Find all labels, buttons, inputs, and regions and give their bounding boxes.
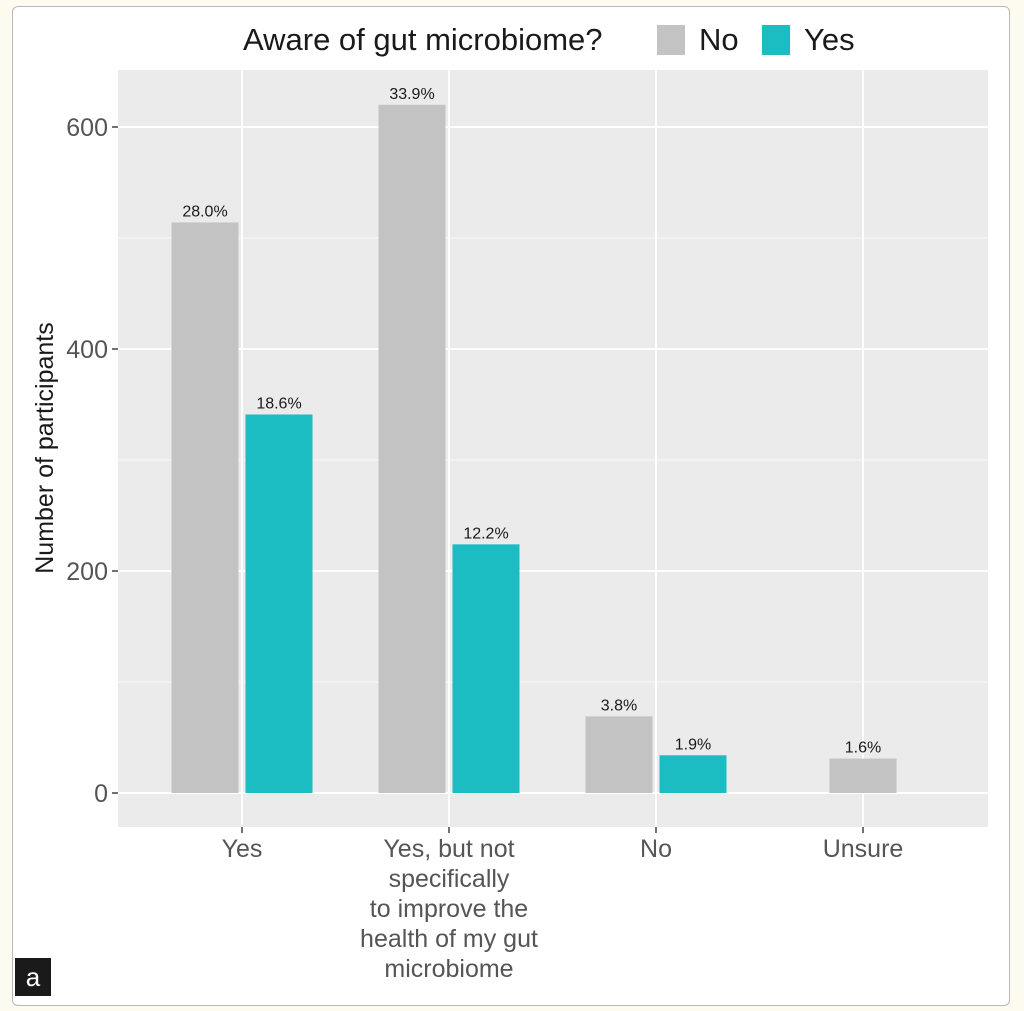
bar-no-0 [171, 222, 239, 793]
bar-no-3 [829, 758, 897, 793]
x-tick-label: No [640, 835, 672, 863]
legend-label-yes: Yes [804, 22, 855, 57]
y-tick-label: 600 [66, 114, 108, 142]
bar-label-no-1: 33.9% [389, 86, 434, 103]
bar-label-yes-0: 18.6% [256, 395, 301, 412]
legend-label-no: No [699, 22, 739, 57]
y-axis: 0 200 400 600 [66, 114, 118, 808]
bar-yes-2 [659, 755, 727, 793]
bar-no-1 [378, 104, 446, 794]
x-axis: Yes Yes, but not specifically to improve th… [222, 827, 904, 983]
bar-label-no-2: 3.8% [601, 697, 637, 714]
x-tick-label: Unsure [823, 835, 904, 863]
bar-yes-1 [452, 544, 520, 793]
y-tick-label: 0 [94, 780, 108, 808]
x-tick-label: Yes [222, 835, 263, 863]
bars-group [171, 104, 897, 794]
bar-labels-group: 28.0% 33.9% 3.8% 1.6% 18.6% 12.2% 1.9% [182, 86, 881, 757]
y-tick-label: 200 [66, 558, 108, 586]
bar-yes-0 [245, 414, 313, 793]
legend-title: Aware of gut microbiome? [243, 22, 603, 57]
bar-label-no-3: 1.6% [845, 740, 881, 757]
x-tick-label: Yes, but not specifically to improve the he… [360, 835, 538, 983]
panel-label: a [15, 958, 51, 996]
y-axis-title: Number of participants [31, 322, 59, 574]
bar-label-yes-2: 1.9% [675, 736, 711, 753]
legend: Aware of gut microbiome? No Yes [243, 22, 855, 57]
bar-label-yes-1: 12.2% [463, 525, 508, 542]
bar-label-no-0: 28.0% [182, 203, 227, 220]
legend-swatch-yes [762, 25, 790, 55]
y-tick-label: 400 [66, 336, 108, 364]
legend-swatch-no [657, 25, 685, 55]
bar-no-2 [585, 716, 653, 793]
